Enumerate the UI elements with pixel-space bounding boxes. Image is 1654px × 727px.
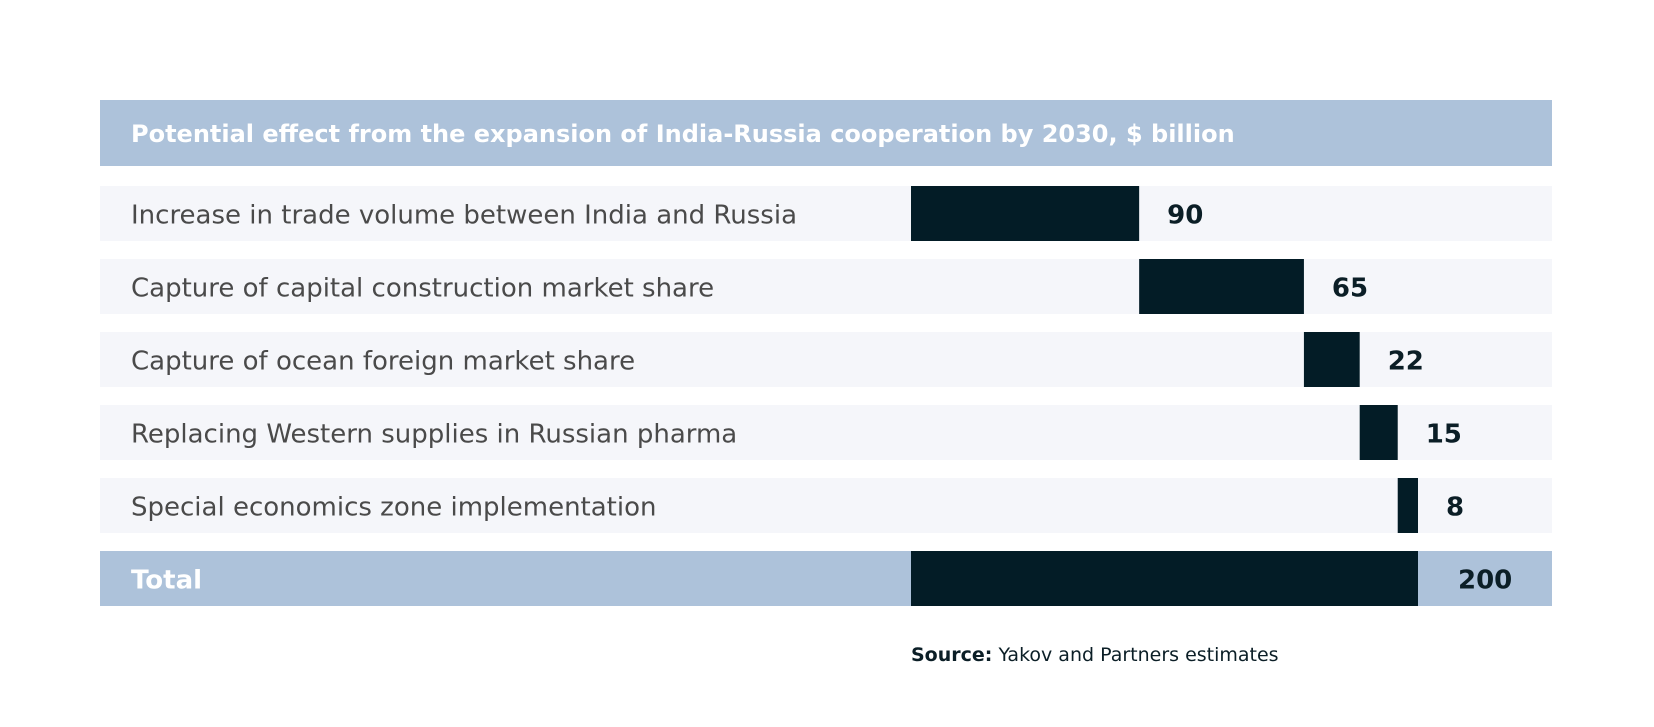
total-bar — [911, 551, 1418, 606]
data-label: 22 — [1388, 347, 1424, 377]
row-background — [100, 405, 1552, 460]
bar — [1397, 478, 1418, 533]
source-text: Yakov and Partners estimates — [998, 644, 1279, 666]
bar — [1139, 259, 1304, 314]
bar — [1303, 332, 1360, 387]
bar — [1359, 405, 1398, 460]
bars — [911, 186, 1418, 606]
data-label: 65 — [1332, 274, 1368, 304]
total-value-label: 200 — [1458, 566, 1512, 596]
row-background — [100, 186, 1552, 241]
source-label: Source: — [911, 644, 993, 666]
bar — [911, 186, 1140, 241]
labels: Potential effect from the expansion of I… — [131, 120, 1512, 596]
category-label: Increase in trade volume between India a… — [131, 201, 797, 231]
total-label: Total — [131, 566, 202, 596]
category-label: Capture of ocean foreign market share — [131, 347, 635, 377]
data-label: 90 — [1167, 201, 1203, 231]
chart-header — [100, 100, 1552, 166]
chart-title: Potential effect from the expansion of I… — [131, 120, 1235, 148]
source-note: Source: Yakov and Partners estimates — [911, 644, 1279, 666]
row-background — [100, 478, 1552, 533]
data-label: 8 — [1446, 493, 1464, 523]
category-label: Replacing Western supplies in Russian ph… — [131, 420, 737, 450]
data-label: 15 — [1426, 420, 1462, 450]
category-label: Capture of capital construction market s… — [131, 274, 714, 304]
category-label: Special economics zone implementation — [131, 493, 656, 523]
row-background — [100, 259, 1552, 314]
